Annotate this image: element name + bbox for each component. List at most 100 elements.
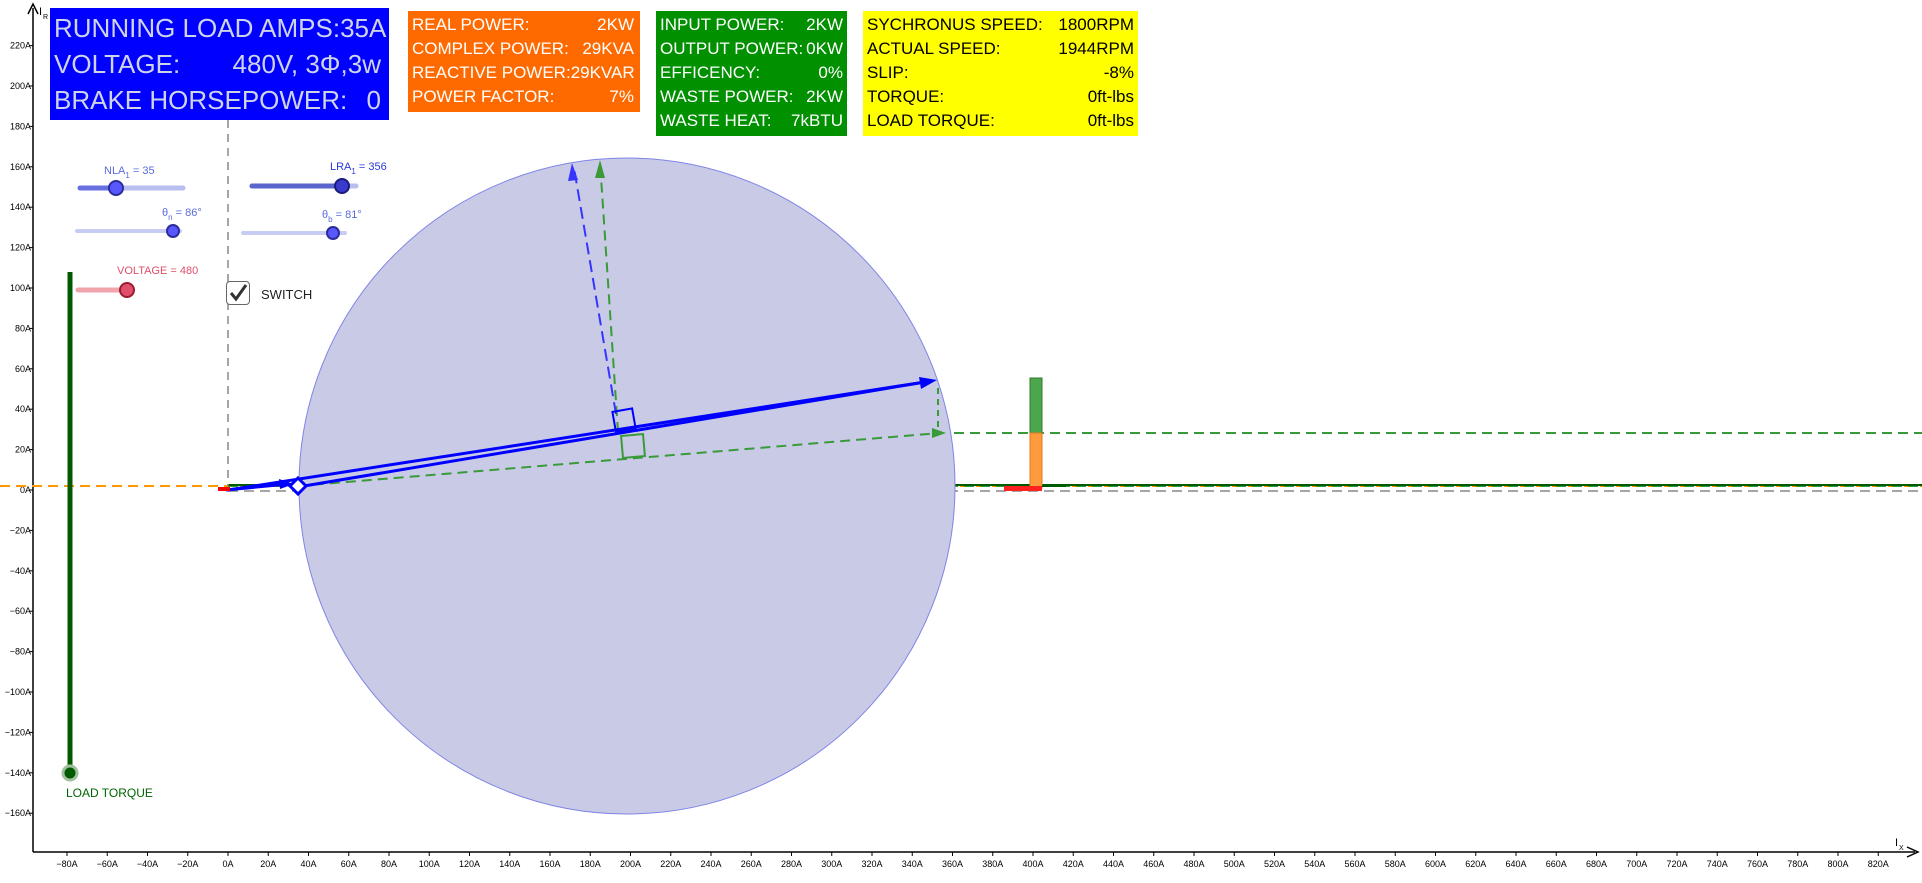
current-vector-inner bbox=[297, 380, 926, 489]
y-tick-label: 20A bbox=[15, 445, 31, 455]
x-tick-label: 360A bbox=[942, 859, 963, 869]
check-icon bbox=[229, 284, 248, 302]
blue-arrowhead bbox=[568, 163, 578, 181]
x-tick-label: 60A bbox=[341, 859, 357, 869]
y-tick-label: 40A bbox=[15, 404, 31, 414]
theta-n-slider-handle[interactable] bbox=[166, 224, 180, 238]
load-torque-handle[interactable] bbox=[61, 764, 79, 782]
y-tick-label: 140A bbox=[10, 202, 31, 212]
x-tick-label: 720A bbox=[1666, 859, 1687, 869]
y-tick-label: 60A bbox=[15, 364, 31, 374]
x-tick-label: −80A bbox=[56, 859, 77, 869]
green-dashed-perpendicular bbox=[599, 161, 619, 433]
voltage-slider[interactable]: VOLTAGE = 480 bbox=[75, 265, 198, 298]
waste-power-row: WASTE POWER: 2KW bbox=[660, 87, 843, 106]
y-axis-title-sub: R bbox=[43, 14, 48, 21]
x-tick-label: 260A bbox=[741, 859, 762, 869]
lra-slider-handle[interactable] bbox=[334, 178, 350, 194]
y-tick-label: −120A bbox=[5, 727, 31, 737]
x-tick-label: 0A bbox=[222, 859, 233, 869]
x-tick-label: 580A bbox=[1385, 859, 1406, 869]
voltage-slider-label: VOLTAGE = 480 bbox=[117, 265, 198, 277]
x-tick-label: 600A bbox=[1425, 859, 1446, 869]
x-tick-label: 660A bbox=[1546, 859, 1567, 869]
operating-point-marker[interactable] bbox=[287, 475, 309, 497]
green-right-angle-marker bbox=[619, 432, 647, 460]
y-tick-label: 80A bbox=[15, 323, 31, 333]
svg-text:θb = 81°: θb = 81° bbox=[322, 209, 362, 224]
voltage-row: VOLTAGE: 480V, 3Φ,3w bbox=[54, 49, 381, 79]
x-tick-label: 560A bbox=[1344, 859, 1365, 869]
waste-power-bar bbox=[1029, 432, 1043, 489]
svg-text:NLA1 = 35: NLA1 = 35 bbox=[104, 165, 155, 180]
power-factor-row: POWER FACTOR: 7% bbox=[412, 87, 634, 106]
y-tick-label: −100A bbox=[5, 687, 31, 697]
x-tick-label: 420A bbox=[1063, 859, 1084, 869]
theta-n-slider[interactable]: θn = 86° bbox=[75, 207, 202, 238]
y-tick-label: 160A bbox=[10, 162, 31, 172]
x-tick-label: 340A bbox=[902, 859, 923, 869]
real-power-row: REAL POWER: 2KW bbox=[412, 15, 634, 34]
complex-power-row: COMPLEX POWER: 29KVA bbox=[412, 39, 634, 58]
running-load-amps-row: RUNNING LOAD AMPS: 35A bbox=[54, 13, 387, 43]
x-tick-label: 220A bbox=[660, 859, 681, 869]
waste-heat-row: WASTE HEAT: 7kBTU bbox=[660, 111, 843, 130]
x-tick-label: 200A bbox=[620, 859, 641, 869]
svg-text:θn = 86°: θn = 86° bbox=[162, 207, 202, 222]
x-tick-label: −40A bbox=[137, 859, 158, 869]
x-tick-label: −60A bbox=[97, 859, 118, 869]
green-dashed-chord bbox=[297, 432, 941, 487]
y-tick-label: 200A bbox=[10, 81, 31, 91]
x-axis-title: I bbox=[1895, 837, 1898, 849]
x-tick-label: 780A bbox=[1787, 859, 1808, 869]
x-tick-label: 300A bbox=[821, 859, 842, 869]
no-load-arrowhead bbox=[279, 479, 294, 489]
x-tick-label: 820A bbox=[1868, 859, 1889, 869]
y-tick-label: −20A bbox=[10, 525, 31, 535]
synchronous-speed-row: SYCHRONUS SPEED: 1800RPM bbox=[867, 15, 1134, 34]
speed-torque-panel: SYCHRONUS SPEED: 1800RPM ACTUAL SPEED: 194… bbox=[863, 11, 1138, 136]
blue-dashed-perpendicular bbox=[573, 167, 617, 415]
y-tick-label: 100A bbox=[10, 283, 31, 293]
y-tick-label: 120A bbox=[10, 243, 31, 253]
nla-slider[interactable]: NLA1 = 35 bbox=[77, 165, 186, 196]
x-tick-label: 700A bbox=[1626, 859, 1647, 869]
no-load-vector bbox=[225, 482, 289, 492]
switch-label: SWITCH bbox=[261, 287, 313, 302]
x-axis-title-sub: X bbox=[1899, 845, 1904, 852]
x-tick-label: 640A bbox=[1505, 859, 1526, 869]
efficiency-panel: INPUT POWER: 2KW OUTPUT POWER: 0KW EFFICEN… bbox=[656, 11, 847, 136]
x-axis-arrow-icon bbox=[1906, 846, 1920, 858]
y-tick-label: −60A bbox=[10, 606, 31, 616]
x-tick-label: 100A bbox=[419, 859, 440, 869]
y-tick-label: −80A bbox=[10, 647, 31, 657]
x-tick-label: 40A bbox=[300, 859, 316, 869]
efficiency-row: EFFICENCY: 0% bbox=[660, 63, 843, 82]
green-arrowhead bbox=[595, 160, 605, 178]
y-tick-label: 220A bbox=[10, 41, 31, 51]
lra-slider[interactable]: LRA1 = 356 bbox=[249, 161, 387, 194]
input-power-row: INPUT POWER: 2KW bbox=[660, 15, 843, 34]
nla-slider-handle[interactable] bbox=[108, 180, 124, 196]
motor-circle bbox=[298, 157, 956, 815]
y-axis-title: I bbox=[39, 6, 42, 18]
x-tick-label: 760A bbox=[1747, 859, 1768, 869]
load-torque-row: LOAD TORQUE: 0ft-lbs bbox=[867, 111, 1134, 130]
x-tick-label: 740A bbox=[1707, 859, 1728, 869]
theta-b-slider[interactable]: θb = 81° bbox=[241, 209, 362, 240]
x-tick-label: 540A bbox=[1304, 859, 1325, 869]
x-tick-label: 320A bbox=[861, 859, 882, 869]
voltage-slider-handle[interactable] bbox=[119, 282, 135, 298]
x-tick-label: 180A bbox=[580, 859, 601, 869]
brake-horsepower-row: BRAKE HORSEPOWER: 0 bbox=[54, 85, 381, 115]
reactive-power-row: REACTIVE POWER: 29KVAR bbox=[412, 63, 635, 82]
x-tick-label: 480A bbox=[1183, 859, 1204, 869]
x-tick-label: 80A bbox=[381, 859, 397, 869]
y-tick-label: −40A bbox=[10, 566, 31, 576]
switch-checkbox[interactable] bbox=[226, 281, 250, 305]
theta-b-slider-handle[interactable] bbox=[326, 226, 340, 240]
y-tick-label: −140A bbox=[5, 768, 31, 778]
output-power-row: OUTPUT POWER: 0KW bbox=[660, 39, 843, 58]
